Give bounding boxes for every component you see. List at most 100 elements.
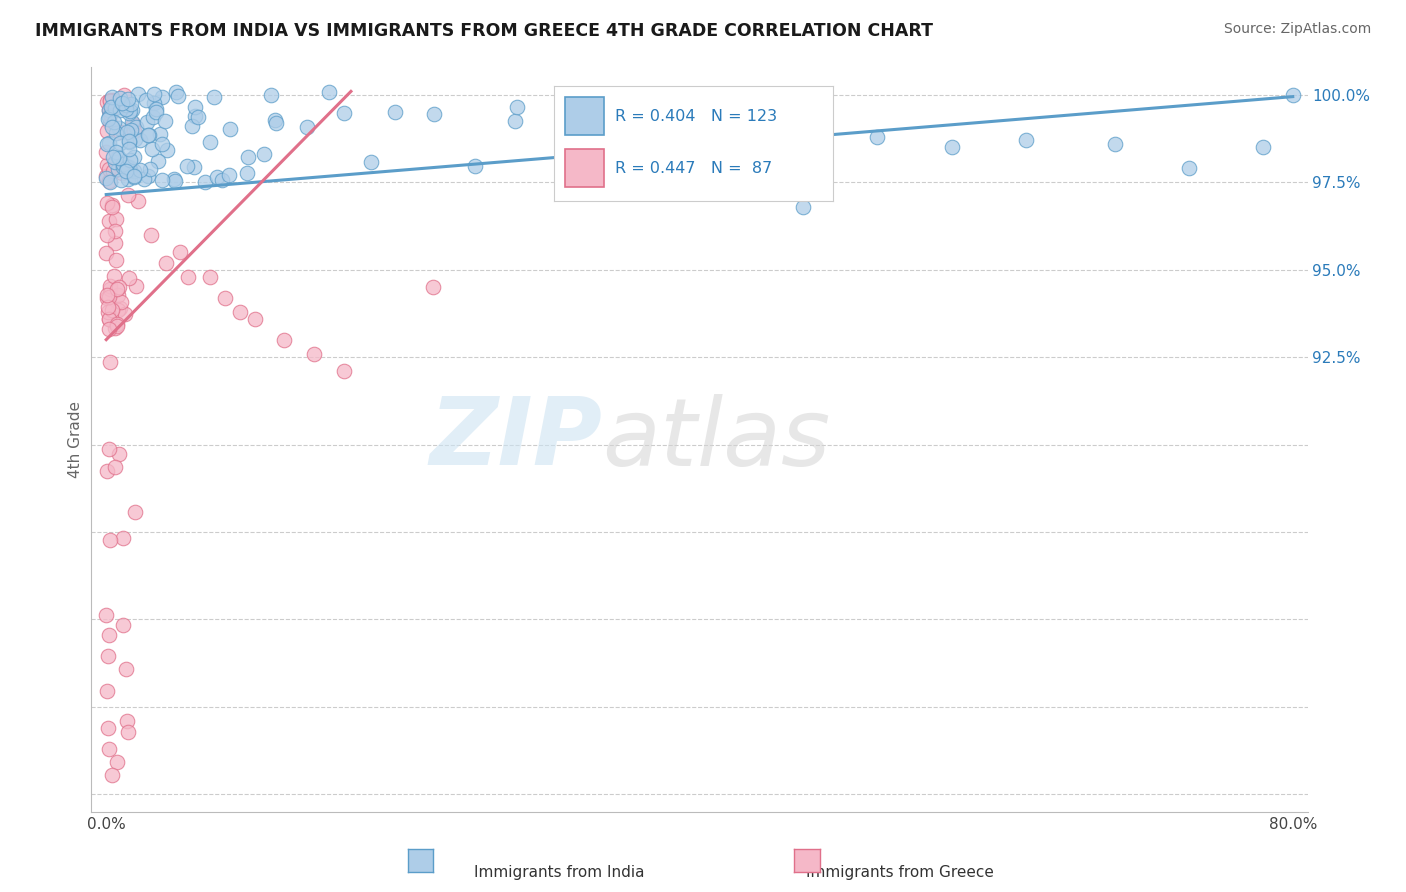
Point [198, 269, 221, 284]
Point [236, 166, 259, 180]
Point [96, 465, 118, 479]
Point [423, 106, 446, 120]
Point [112, 97, 135, 112]
Point [98, 214, 121, 228]
Point [318, 86, 340, 100]
Point [155, 114, 177, 128]
Point [117, 171, 139, 186]
Point [120, 123, 142, 137]
Point [104, 224, 127, 238]
Point [97, 648, 120, 663]
Point [138, 169, 160, 183]
Point [503, 114, 526, 128]
Text: IMMIGRANTS FROM INDIA VS IMMIGRANTS FROM GREECE 4TH GRADE CORRELATION CHART: IMMIGRANTS FROM INDIA VS IMMIGRANTS FROM… [35, 22, 934, 40]
Point [302, 346, 325, 360]
Point [103, 115, 125, 129]
Point [100, 197, 122, 211]
Point [111, 166, 134, 180]
Point [98, 175, 121, 189]
Point [112, 157, 135, 171]
Point [145, 102, 167, 116]
Point [117, 725, 139, 739]
Point [183, 160, 205, 174]
Point [198, 135, 221, 149]
Point [180, 119, 202, 133]
Point [166, 89, 188, 103]
Point [689, 126, 711, 140]
Point [115, 125, 138, 139]
Point [332, 364, 354, 378]
Text: ZIP: ZIP [429, 393, 602, 485]
Point [108, 91, 131, 105]
Point [104, 126, 127, 140]
Point [139, 227, 162, 242]
Point [96, 195, 118, 210]
Point [145, 105, 167, 120]
Point [105, 145, 128, 160]
Point [105, 282, 128, 296]
Point [218, 169, 240, 183]
Point [96, 228, 118, 243]
Point [107, 302, 129, 317]
Point [96, 95, 118, 109]
Point [110, 294, 132, 309]
Point [108, 103, 131, 117]
Point [155, 256, 177, 270]
Point [150, 172, 173, 186]
Point [187, 110, 209, 124]
Point [112, 160, 135, 174]
Point [96, 607, 118, 622]
Point [228, 304, 250, 318]
Point [107, 161, 129, 176]
Point [111, 95, 134, 110]
Point [263, 113, 285, 128]
Point [97, 322, 120, 336]
Point [139, 161, 162, 176]
Point [211, 173, 233, 187]
Point [107, 288, 129, 302]
Point [120, 104, 142, 119]
Point [207, 170, 229, 185]
Point [118, 143, 141, 157]
Point [96, 169, 118, 183]
Point [117, 187, 139, 202]
Text: Source: ZipAtlas.com: Source: ZipAtlas.com [1223, 22, 1371, 37]
Point [169, 245, 191, 260]
Point [101, 303, 124, 318]
Point [96, 684, 118, 698]
Point [266, 116, 288, 130]
Point [136, 115, 159, 129]
Point [194, 175, 217, 189]
Point [101, 150, 124, 164]
Point [506, 100, 529, 114]
Point [295, 120, 318, 134]
Point [628, 129, 651, 144]
Point [98, 442, 121, 457]
Point [104, 252, 127, 267]
Point [104, 155, 127, 169]
Point [98, 533, 121, 547]
Point [122, 169, 145, 183]
Point [111, 95, 134, 110]
Point [176, 159, 198, 173]
Point [124, 132, 146, 146]
Point [118, 163, 141, 178]
Point [333, 106, 356, 120]
Point [184, 109, 207, 123]
Point [100, 94, 122, 108]
Point [122, 124, 145, 138]
Point [177, 269, 200, 284]
Point [163, 174, 186, 188]
Point [124, 504, 146, 518]
Point [97, 112, 120, 126]
Point [96, 145, 118, 160]
Point [96, 171, 118, 186]
Point [129, 133, 152, 147]
Point [97, 628, 120, 642]
Point [1251, 140, 1274, 154]
Point [115, 164, 138, 178]
Point [97, 161, 120, 176]
Point [97, 305, 120, 319]
Point [97, 174, 120, 188]
Point [108, 301, 131, 315]
